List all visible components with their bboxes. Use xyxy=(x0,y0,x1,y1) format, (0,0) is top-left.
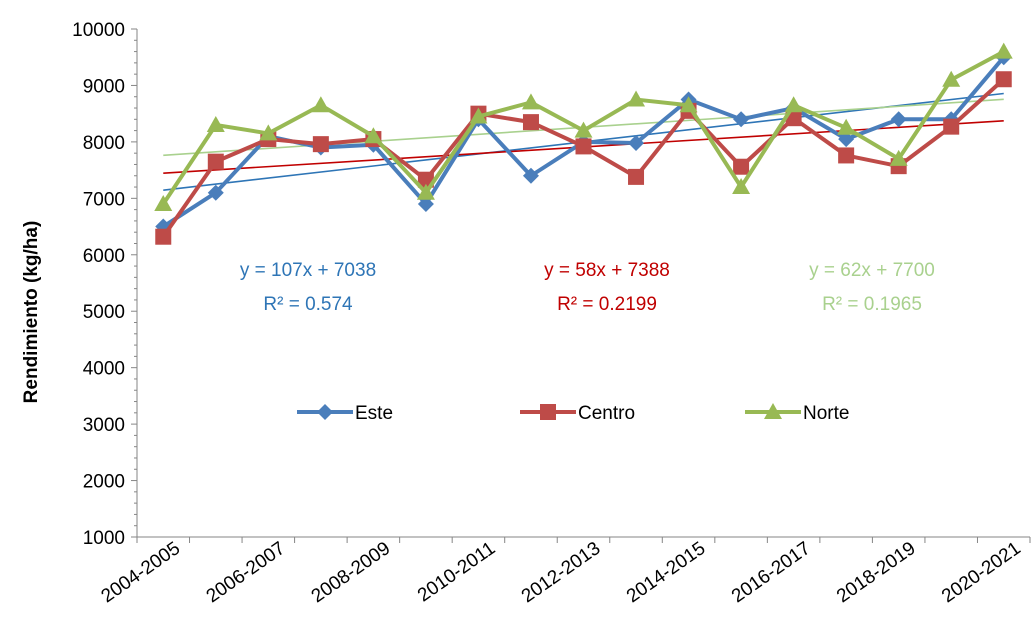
x-axis-ticks: 2004-2005 2006-2007 2008-2009 2010-2011 2012… xyxy=(98,537,1031,607)
legend-marker-centro xyxy=(540,404,556,420)
data-point-este xyxy=(628,135,645,152)
x-tick-label: 2010-2011 xyxy=(414,538,499,607)
data-point-este xyxy=(733,111,750,128)
data-point-este xyxy=(207,184,224,201)
trendline-equation-este: y = 107x + 7038 xyxy=(240,260,376,281)
data-point-norte xyxy=(206,115,225,132)
x-tick-label: 2018-2019 xyxy=(833,538,919,607)
y-axis-label: Rendimiento (kg/ha) xyxy=(21,221,42,404)
data-point-norte xyxy=(889,149,908,166)
y-tick-label: 3000 xyxy=(83,415,125,436)
data-point-norte xyxy=(259,124,278,141)
data-point-norte xyxy=(837,118,856,135)
data-point-norte xyxy=(416,183,435,200)
data-point-norte xyxy=(627,90,646,107)
y-tick-label: 8000 xyxy=(83,133,125,154)
y-tick-label: 6000 xyxy=(83,246,125,267)
y-tick-label: 4000 xyxy=(83,359,125,380)
data-point-norte xyxy=(732,178,751,195)
data-point-norte xyxy=(784,96,803,113)
legend-marker-norte xyxy=(764,403,782,419)
data-point-este xyxy=(522,167,539,184)
trendline-r2-este: R² = 0.574 xyxy=(263,294,353,315)
y-tick-label: 9000 xyxy=(83,76,125,97)
data-series xyxy=(154,42,1013,245)
trendline-equation-centro: y = 58x + 7388 xyxy=(544,260,670,281)
y-tick-label: 10000 xyxy=(72,20,125,41)
y-tick-label: 7000 xyxy=(83,189,125,210)
data-point-este xyxy=(417,195,434,212)
y-tick-label: 2000 xyxy=(83,472,125,493)
trendline-r2-centro: R² = 0.2199 xyxy=(557,294,657,315)
x-tick-label: 2014-2015 xyxy=(623,538,709,607)
x-tick-label: 2006-2007 xyxy=(203,538,289,607)
y-tick-label: 5000 xyxy=(83,302,125,323)
axes xyxy=(136,29,1030,538)
data-point-norte xyxy=(679,96,698,113)
data-point-centro xyxy=(312,136,329,153)
data-point-norte xyxy=(574,121,593,138)
data-point-centro xyxy=(628,168,645,185)
trendline-equation-norte: y = 62x + 7700 xyxy=(809,260,935,281)
x-tick-label: 2016-2017 xyxy=(728,538,814,607)
series-line-centro xyxy=(161,77,1006,238)
x-tick-label: 2008-2009 xyxy=(308,538,394,607)
data-point-centro xyxy=(522,114,539,131)
data-point-norte xyxy=(994,42,1013,59)
legend-marker-este xyxy=(317,404,333,420)
data-point-centro xyxy=(155,228,172,245)
data-point-norte xyxy=(521,93,540,110)
y-tick-label: 1000 xyxy=(83,528,125,549)
legend-label-norte: Norte xyxy=(803,403,849,424)
x-tick-label: 2012-2013 xyxy=(518,538,604,607)
trendline-r2-norte: R² = 0.1965 xyxy=(822,294,922,315)
data-point-centro xyxy=(733,158,750,175)
legend: Este Centro Norte xyxy=(297,403,849,424)
data-point-centro xyxy=(207,153,224,170)
data-point-centro xyxy=(838,147,855,164)
x-tick-label: 2020-2021 xyxy=(938,538,1024,607)
data-point-norte xyxy=(311,96,330,113)
data-point-este xyxy=(838,131,855,148)
data-point-norte xyxy=(469,107,488,124)
data-point-centro xyxy=(995,71,1012,88)
legend-label-este: Este xyxy=(355,403,393,424)
data-point-norte xyxy=(154,194,173,211)
data-point-centro xyxy=(943,118,960,135)
trendline-annotations: y = 107x + 7038 R² = 0.574 y = 58x + 7388 R… xyxy=(240,260,935,315)
data-point-norte xyxy=(942,70,961,87)
data-point-este xyxy=(890,111,907,128)
data-point-norte xyxy=(364,127,383,144)
data-point-centro xyxy=(575,138,592,155)
legend-label-centro: Centro xyxy=(578,403,635,424)
y-axis-ticks: 1000 2000 3000 4000 5000 6000 7000 8000 9000 1000… xyxy=(72,20,137,549)
